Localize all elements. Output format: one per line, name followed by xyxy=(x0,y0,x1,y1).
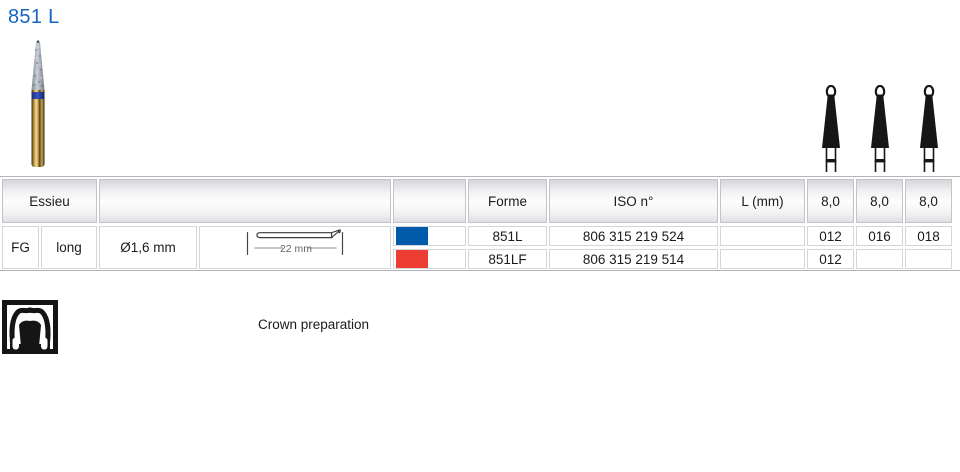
header-essieu: Essieu xyxy=(2,179,97,223)
cell-l-row-0 xyxy=(720,226,805,246)
header-size-3: 8,0 xyxy=(905,179,952,223)
cell-size-row-0-col-3: 018 xyxy=(905,226,952,246)
header-iso: ISO n° xyxy=(549,179,718,223)
shank-length-label: 22 mm xyxy=(279,243,313,255)
cell-l-row-1 xyxy=(720,249,805,269)
diamond-bur-photo-icon xyxy=(31,40,45,167)
cell-shaft-diameter: Ø1,6 mm xyxy=(99,226,197,269)
cell-size-row-1-col-3 xyxy=(905,249,952,269)
table-top-rule xyxy=(0,176,960,177)
header-l-mm: L (mm) xyxy=(720,179,805,223)
cell-size-row-1-col-2 xyxy=(856,249,903,269)
crown-preparation-icon xyxy=(2,300,58,359)
cell-ring-color-row-0 xyxy=(393,226,466,246)
header-size-1: 8,0 xyxy=(807,179,854,223)
cell-shank-diagram: 22 mm xyxy=(199,226,391,269)
header-size-2: 8,0 xyxy=(856,179,903,223)
header-forme: Forme xyxy=(468,179,547,223)
bur-silhouette-icon xyxy=(867,84,893,173)
cell-size-row-0-col-2: 016 xyxy=(856,226,903,246)
bur-silhouette-icon xyxy=(818,84,844,173)
color-ring-swatch-blue xyxy=(396,227,428,245)
cell-size-row-0-col-1: 012 xyxy=(807,226,854,246)
cell-shaft-type: FG xyxy=(2,226,39,269)
cell-iso-row-1: 806 315 219 514 xyxy=(549,249,718,269)
cell-size-row-1-col-1: 012 xyxy=(807,249,854,269)
page-title: 851 L xyxy=(8,6,60,28)
table-bottom-rule xyxy=(0,270,960,271)
cell-shaft-length: long xyxy=(41,226,97,269)
product-photo xyxy=(28,38,48,168)
cell-ring-color-row-1 xyxy=(393,249,466,269)
cell-iso-row-0: 806 315 219 524 xyxy=(549,226,718,246)
header-spacer-color xyxy=(393,179,466,223)
cell-forme-row-1: 851LF xyxy=(468,249,547,269)
color-ring-swatch-red xyxy=(396,250,428,268)
header-spacer-dimensions xyxy=(99,179,391,223)
shank-length-diagram-icon xyxy=(246,228,344,255)
spec-table: Essieu Forme ISO n° L (mm) 8,0 8,0 8,0 F… xyxy=(2,179,952,269)
application-label: Crown preparation xyxy=(258,317,370,332)
cell-forme-row-0: 851L xyxy=(468,226,547,246)
bur-silhouette-icon xyxy=(916,84,942,173)
